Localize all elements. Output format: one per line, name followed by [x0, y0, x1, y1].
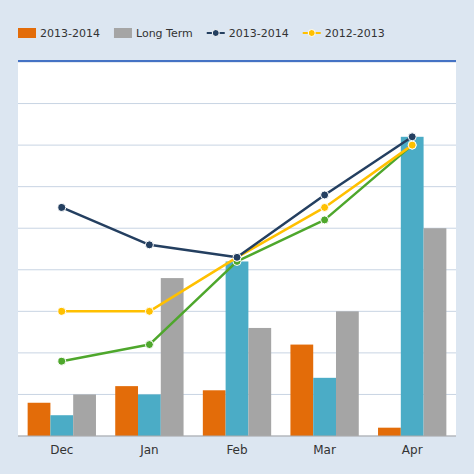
bar: [28, 403, 51, 436]
marks: [28, 133, 447, 436]
line: [62, 145, 412, 361]
grid-line: [18, 62, 456, 63]
x-axis: [18, 436, 456, 437]
legend-label: 2013-2014: [229, 27, 289, 40]
legend-label: Long Term: [136, 27, 193, 40]
x-tick-label: Mar: [313, 443, 336, 457]
point: [321, 216, 329, 224]
point: [408, 133, 416, 141]
point: [321, 191, 329, 199]
legend-label: 2012-2013: [325, 27, 385, 40]
x-tick-label: Apr: [402, 443, 423, 457]
legend-label: 2013-2014: [40, 27, 100, 40]
bar: [203, 390, 226, 436]
legend-swatch: [18, 28, 36, 38]
legend-swatch: [114, 28, 132, 38]
separator: [18, 60, 456, 62]
bar: [401, 137, 424, 436]
grid-line: [18, 228, 456, 229]
bar: [424, 228, 447, 436]
plot-area: [18, 62, 456, 436]
bar: [138, 394, 161, 436]
point: [408, 141, 416, 149]
line: [62, 145, 412, 311]
point: [233, 253, 241, 261]
grid-line: [18, 436, 456, 437]
legend: 2013-2014 Long Term 2013-2014 2012-2013: [18, 27, 385, 40]
chart: DecJanFebMarApr2013-2014Long Term2013-20…: [0, 0, 474, 474]
point: [145, 341, 153, 349]
grid-line: [18, 145, 456, 146]
bar: [290, 345, 313, 436]
point: [58, 357, 66, 365]
bar: [336, 311, 359, 436]
grid-line: [18, 186, 456, 187]
point: [321, 203, 329, 211]
point: [408, 141, 416, 149]
grid-line: [18, 103, 456, 104]
x-tick-label: Jan: [139, 443, 159, 457]
x-tick-label: Feb: [226, 443, 247, 457]
bar: [115, 386, 138, 436]
bar: [248, 328, 271, 436]
bar: [73, 394, 96, 436]
point: [145, 241, 153, 249]
bar: [313, 378, 336, 436]
legend-swatch: [212, 30, 219, 37]
point: [145, 307, 153, 315]
point: [58, 307, 66, 315]
legend-swatch: [308, 30, 315, 37]
point: [58, 203, 66, 211]
background: [0, 0, 474, 474]
x-tick-label: Dec: [50, 443, 73, 457]
point: [233, 253, 241, 261]
bar: [226, 261, 249, 436]
bar: [50, 415, 73, 436]
bar: [378, 428, 401, 436]
line: [62, 137, 412, 258]
